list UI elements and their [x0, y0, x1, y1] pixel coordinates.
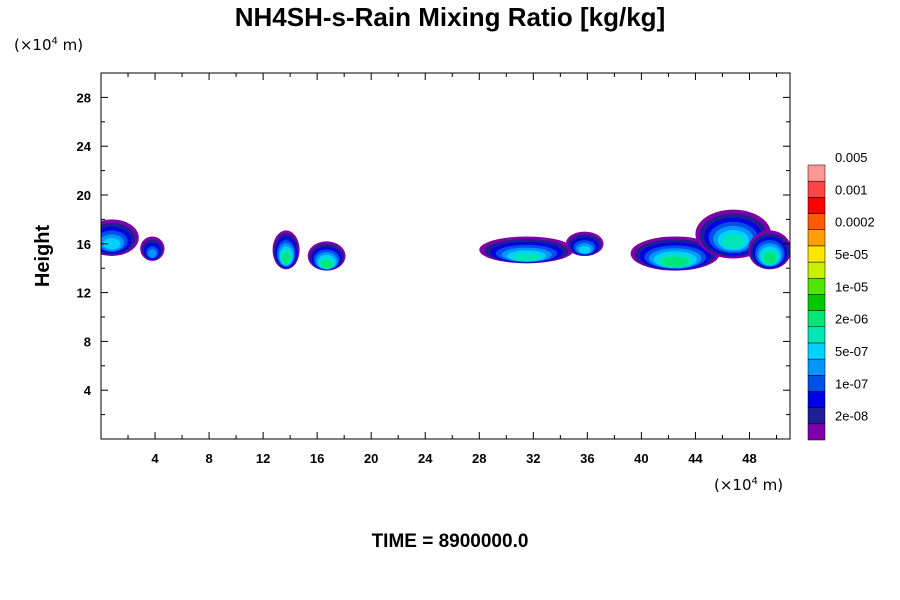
cloud-blob: [565, 231, 604, 256]
contour-level: [662, 257, 688, 267]
colorbar-swatch: [807, 164, 826, 182]
x-tick-label: 16: [310, 451, 324, 466]
colorbar-swatch: [807, 261, 826, 279]
colorbar-label: 1e-05: [835, 279, 868, 294]
colorbar-label: 0.0002: [835, 215, 875, 230]
y-tick-label: 28: [77, 90, 91, 105]
cloud-blob: [748, 230, 790, 270]
cloud-blob: [479, 236, 574, 264]
contour-level: [321, 260, 332, 269]
colorbar-swatch: [807, 197, 826, 214]
x-tick-label: 32: [526, 451, 540, 466]
colorbar-swatch: [807, 180, 826, 198]
contour-level: [578, 245, 591, 254]
colorbar-swatch: [807, 407, 826, 425]
x-axis-unit: (×104 m): [714, 476, 784, 494]
y-axis-label: Height: [32, 225, 54, 288]
plot-frame: [100, 72, 791, 440]
colorbar-label: 5e-05: [835, 247, 868, 262]
time-label: TIME = 8900000.0: [371, 531, 529, 552]
colorbar-label: 2e-08: [835, 409, 868, 424]
contour-level: [282, 252, 290, 264]
colorbar-label: 0.001: [835, 182, 868, 197]
x-tick-label: 36: [580, 451, 594, 466]
cloud-blob: [140, 236, 165, 261]
contour-level: [763, 252, 776, 264]
colorbar: 2e-08 1e-07 5e-07 2e-06 1e-05 5e-05 0.0002 0.00…: [807, 150, 875, 441]
contour-level: [148, 249, 157, 258]
x-tick-label: 12: [256, 451, 270, 466]
y-tick-label: 12: [77, 286, 91, 301]
cloud-blob: [272, 230, 300, 270]
contour-level: [103, 237, 121, 250]
contour-level: [722, 233, 745, 249]
colorbar-label: 5e-07: [835, 344, 868, 359]
colorbar-swatch: [807, 342, 826, 360]
cloud-blob: [307, 241, 346, 271]
colorbar-label: 0.005: [835, 150, 868, 165]
colorbar-swatch: [807, 294, 826, 311]
y-tick-label: 20: [77, 188, 91, 203]
x-tick-label: 40: [634, 451, 648, 466]
colorbar-swatch: [807, 375, 826, 392]
chart-title: NH4SH-s-Rain Mixing Ratio [kg/kg]: [234, 2, 666, 32]
y-axis-unit: (×104 m): [14, 36, 84, 54]
y-tick-label: 24: [77, 139, 92, 154]
x-tick-label: 20: [364, 451, 378, 466]
cloud-blob: [101, 219, 139, 256]
colorbar-swatch: [807, 423, 826, 441]
y-tick-label: 16: [77, 237, 91, 252]
x-tick-label: 4: [151, 451, 159, 466]
colorbar-label: 2e-06: [835, 312, 868, 327]
mixing-ratio-field: [101, 209, 790, 271]
y-tick-label: 4: [84, 383, 92, 398]
x-tick-label: 28: [472, 451, 486, 466]
x-tick-label: 24: [418, 451, 433, 466]
colorbar-swatch: [807, 277, 826, 295]
colorbar-swatch: [807, 229, 826, 247]
colorbar-swatch: [807, 213, 826, 230]
cloud-blob: [630, 236, 720, 271]
x-tick-label: 48: [742, 451, 756, 466]
x-tick-label: 44: [688, 451, 703, 466]
contour-level: [512, 253, 541, 262]
colorbar-swatch: [807, 391, 826, 408]
x-tick-label: 8: [205, 451, 212, 466]
colorbar-label: 1e-07: [835, 376, 868, 391]
y-tick-label: 8: [84, 334, 91, 349]
colorbar-swatch: [807, 310, 826, 328]
colorbar-swatch: [807, 245, 826, 263]
colorbar-swatch: [807, 326, 826, 344]
colorbar-swatch: [807, 358, 826, 376]
